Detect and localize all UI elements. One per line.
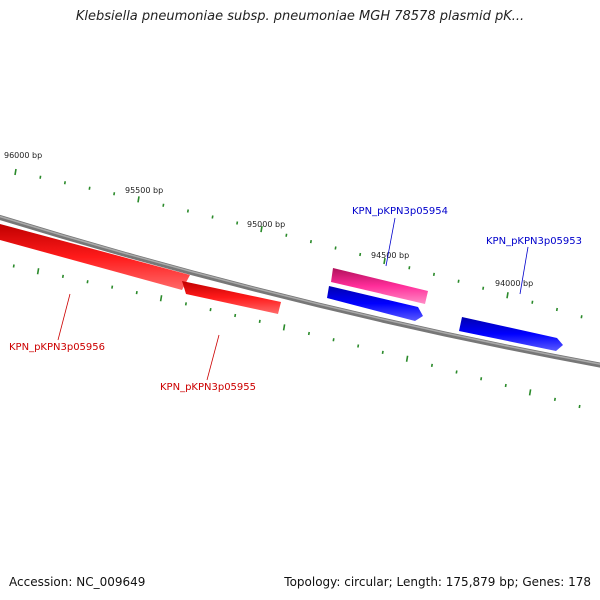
ruler-minor-tick — [162, 203, 165, 207]
gene-label-05954[interactable]: KPN_pKPN3p05954 — [352, 206, 448, 217]
ruler-minor-tick — [480, 377, 483, 381]
ruler-minor-tick — [457, 279, 460, 283]
ruler-major-tick — [383, 257, 386, 265]
ruler-major-tick — [14, 168, 17, 176]
ruler-major-tick — [282, 324, 286, 331]
map-title: Klebsiella pneumoniae subsp. pneumoniae … — [75, 9, 525, 24]
ruler-minor-tick — [482, 286, 485, 290]
ruler-minor-tick — [211, 215, 214, 219]
ruler-major-tick — [36, 268, 40, 275]
plasmid-backbone — [0, 214, 600, 368]
leader-line-05953 — [519, 246, 529, 295]
ruler-major-tick — [506, 292, 509, 299]
ruler-minor-tick — [236, 221, 239, 225]
accession-text: Accession: NC_009649 — [9, 575, 146, 589]
gene-kpn-pkpn3p05956[interactable] — [0, 224, 190, 290]
ruler-label-94500: 94500 bp — [371, 251, 409, 260]
ruler-minor-tick — [12, 264, 15, 268]
ruler-minor-tick — [580, 315, 583, 319]
ruler-major-tick — [260, 225, 263, 233]
ruler-minor-tick — [209, 307, 212, 312]
ruler-minor-tick — [307, 331, 310, 336]
ruler-ticks-upper — [14, 168, 583, 319]
ruler-label-95000: 95000 bp — [247, 220, 285, 229]
ruler-minor-tick — [234, 313, 237, 318]
ruler-minor-tick — [381, 350, 384, 355]
ruler-minor-tick — [88, 186, 91, 190]
ruler-ticks-lower — [12, 264, 581, 409]
ruler-minor-tick — [359, 252, 362, 257]
ruler-major-tick — [528, 389, 532, 396]
ruler-minor-tick — [285, 233, 288, 237]
gene-kpn-pkpn3p05955[interactable] — [182, 281, 281, 314]
ruler-minor-tick — [258, 319, 261, 324]
gene-arrow — [182, 281, 281, 314]
ruler-minor-tick — [111, 285, 114, 289]
gene-label-05956[interactable]: KPN_pKPN3p05956 — [9, 342, 105, 353]
leader-line-05956 — [57, 293, 71, 341]
ruler-minor-tick — [135, 290, 138, 295]
ruler-minor-tick — [357, 344, 360, 348]
gene-arrow — [0, 224, 190, 290]
gene-kpn-pkpn3p05953[interactable] — [459, 317, 563, 351]
ruler-minor-tick — [553, 397, 556, 402]
ruler-minor-tick — [39, 175, 42, 179]
ruler-major-tick — [159, 295, 163, 302]
ruler-minor-tick — [63, 181, 66, 185]
ruler-minor-tick — [61, 274, 64, 279]
ruler-minor-tick — [432, 272, 435, 277]
ruler-minor-tick — [86, 280, 89, 284]
ruler-minor-tick — [309, 239, 312, 244]
leader-line-05954 — [385, 217, 396, 267]
ruler-minor-tick — [531, 300, 534, 304]
ruler-major-tick — [405, 355, 409, 362]
ruler-label-96000: 96000 bp — [4, 151, 42, 160]
ruler-minor-tick — [332, 338, 335, 342]
ruler-label-95500: 95500 bp — [125, 186, 163, 195]
gene-kpn-pkpn3p05954[interactable] — [327, 268, 428, 321]
ruler-minor-tick — [555, 307, 558, 312]
leader-line-05955 — [206, 334, 220, 381]
gene-arrow — [327, 286, 423, 321]
ruler-major-tick — [137, 196, 140, 203]
gene-highlight-bar — [331, 268, 428, 304]
ruler-label-94000: 94000 bp — [495, 279, 533, 288]
topology-summary: Topology: circular; Length: 175,879 bp; … — [284, 575, 591, 589]
gene-label-05953[interactable]: KPN_pKPN3p05953 — [486, 236, 582, 247]
ruler-minor-tick — [113, 192, 116, 196]
ruler-minor-tick — [186, 209, 189, 213]
ruler-minor-tick — [578, 404, 581, 409]
ruler-minor-tick — [334, 246, 337, 250]
ruler-minor-tick — [184, 302, 187, 306]
gene-label-05955[interactable]: KPN_pKPN3p05955 — [160, 382, 256, 393]
ruler-minor-tick — [455, 370, 458, 374]
ruler-minor-tick — [430, 363, 433, 368]
plasmid-backbone-highlight — [0, 215, 600, 365]
ruler-minor-tick — [504, 383, 507, 388]
ruler-minor-tick — [408, 266, 411, 270]
gene-arrow — [459, 317, 563, 351]
